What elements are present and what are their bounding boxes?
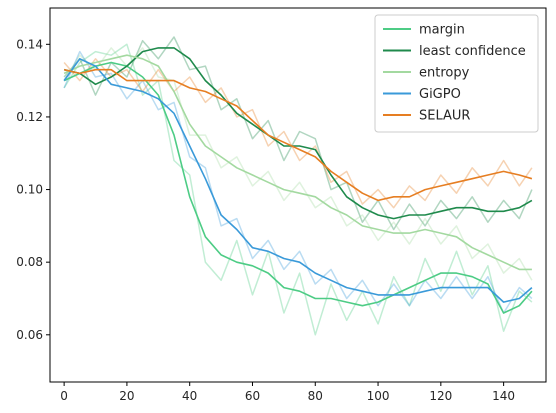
legend-box [374,14,539,133]
y-tick-label: 0.14 [16,37,43,51]
y-tick-label: 0.12 [16,110,43,124]
series-raw-line-entropy [63,47,533,281]
x-tick-label: 40 [182,389,197,403]
series-raw-line-least-confidence [63,36,533,231]
x-axis-ticks: 0 20 40 60 80 100 120 140 [60,382,515,403]
x-tick-label: 120 [429,389,452,403]
series-line-selaur [63,68,533,202]
series-line-margin [63,61,533,314]
legend: margin least confidence entropy GiGPO SELAUR [374,14,539,133]
smoothed-series-layer [63,47,533,314]
x-tick-label: 140 [492,389,515,403]
y-tick-label: 0.06 [16,328,43,342]
legend-label-least-confidence: least confidence [419,44,526,59]
x-tick-label: 60 [245,389,260,403]
plot-frame [49,7,547,383]
series-line-entropy [63,54,532,271]
x-tick-label: 0 [60,389,68,403]
series-line-gigpo [63,57,533,303]
legend-label-gigpo: GiGPO [419,87,461,102]
legend-label-margin: margin [419,23,465,38]
x-tick-label: 100 [367,389,390,403]
y-tick-label: 0.08 [16,255,43,269]
series-raw-line-margin [63,43,533,336]
y-axis-ticks: 0.06 0.08 0.10 0.12 0.14 [16,37,50,342]
x-tick-label: 20 [119,389,134,403]
x-tick-label: 80 [308,389,323,403]
legend-label-selaur: SELAUR [419,109,470,124]
series-line-least-confidence [63,47,533,220]
legend-label-entropy: entropy [419,66,470,81]
y-tick-label: 0.10 [16,183,43,197]
